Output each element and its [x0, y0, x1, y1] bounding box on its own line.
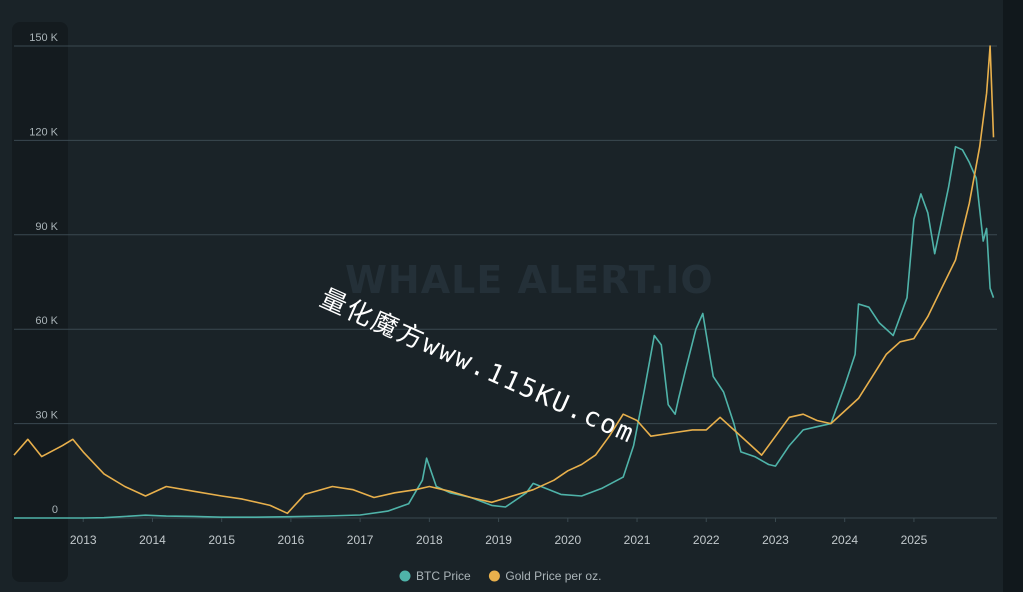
- x-tick-label-0: 2013: [70, 533, 97, 547]
- legend-label-1: Gold Price per oz.: [505, 569, 601, 583]
- x-tick-label-7: 2020: [554, 533, 581, 547]
- x-tick-label-3: 2016: [278, 533, 305, 547]
- legend-marker-1: [488, 570, 500, 582]
- x-tick-label-1: 2014: [139, 533, 166, 547]
- x-tick-label-8: 2021: [624, 533, 651, 547]
- x-tick-label-2: 2015: [208, 533, 235, 547]
- brand-watermark: WHALE ALERT.IO: [345, 258, 714, 302]
- x-tick-label-11: 2024: [831, 533, 858, 547]
- x-tick-label-6: 2019: [485, 533, 512, 547]
- x-tick-label-12: 2025: [901, 533, 928, 547]
- y-tick-label-3: 90 K: [35, 221, 58, 233]
- y-tick-label-0: 0: [52, 504, 58, 516]
- y-tick-label-1: 30 K: [35, 410, 58, 422]
- x-tick-label-4: 2017: [347, 533, 374, 547]
- series-line-1: [13, 45, 995, 515]
- x-tick-label-5: 2018: [416, 533, 443, 547]
- y-tick-label-5: 150 K: [29, 32, 58, 44]
- y-tick-label-4: 120 K: [29, 126, 58, 138]
- legend-marker-0: [399, 570, 411, 582]
- y-axis-shade: [12, 22, 68, 582]
- legend-label-0: BTC Price: [416, 569, 471, 583]
- x-tick-label-9: 2022: [693, 533, 720, 547]
- y-tick-label-2: 60 K: [35, 315, 58, 327]
- series-line-0: [14, 145, 995, 519]
- right-edge-bar: [1003, 0, 1023, 592]
- x-tick-label-10: 2023: [762, 533, 789, 547]
